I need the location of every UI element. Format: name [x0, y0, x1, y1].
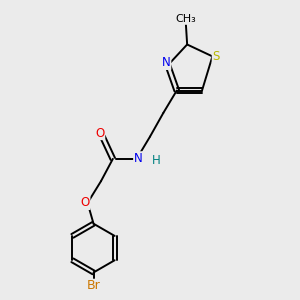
Text: N: N: [134, 152, 142, 165]
Text: O: O: [81, 196, 90, 209]
Text: H: H: [152, 154, 160, 167]
Text: N: N: [162, 56, 171, 69]
Text: Br: Br: [87, 279, 100, 292]
Text: CH₃: CH₃: [175, 14, 196, 24]
Text: O: O: [95, 127, 105, 140]
Text: S: S: [212, 50, 220, 63]
